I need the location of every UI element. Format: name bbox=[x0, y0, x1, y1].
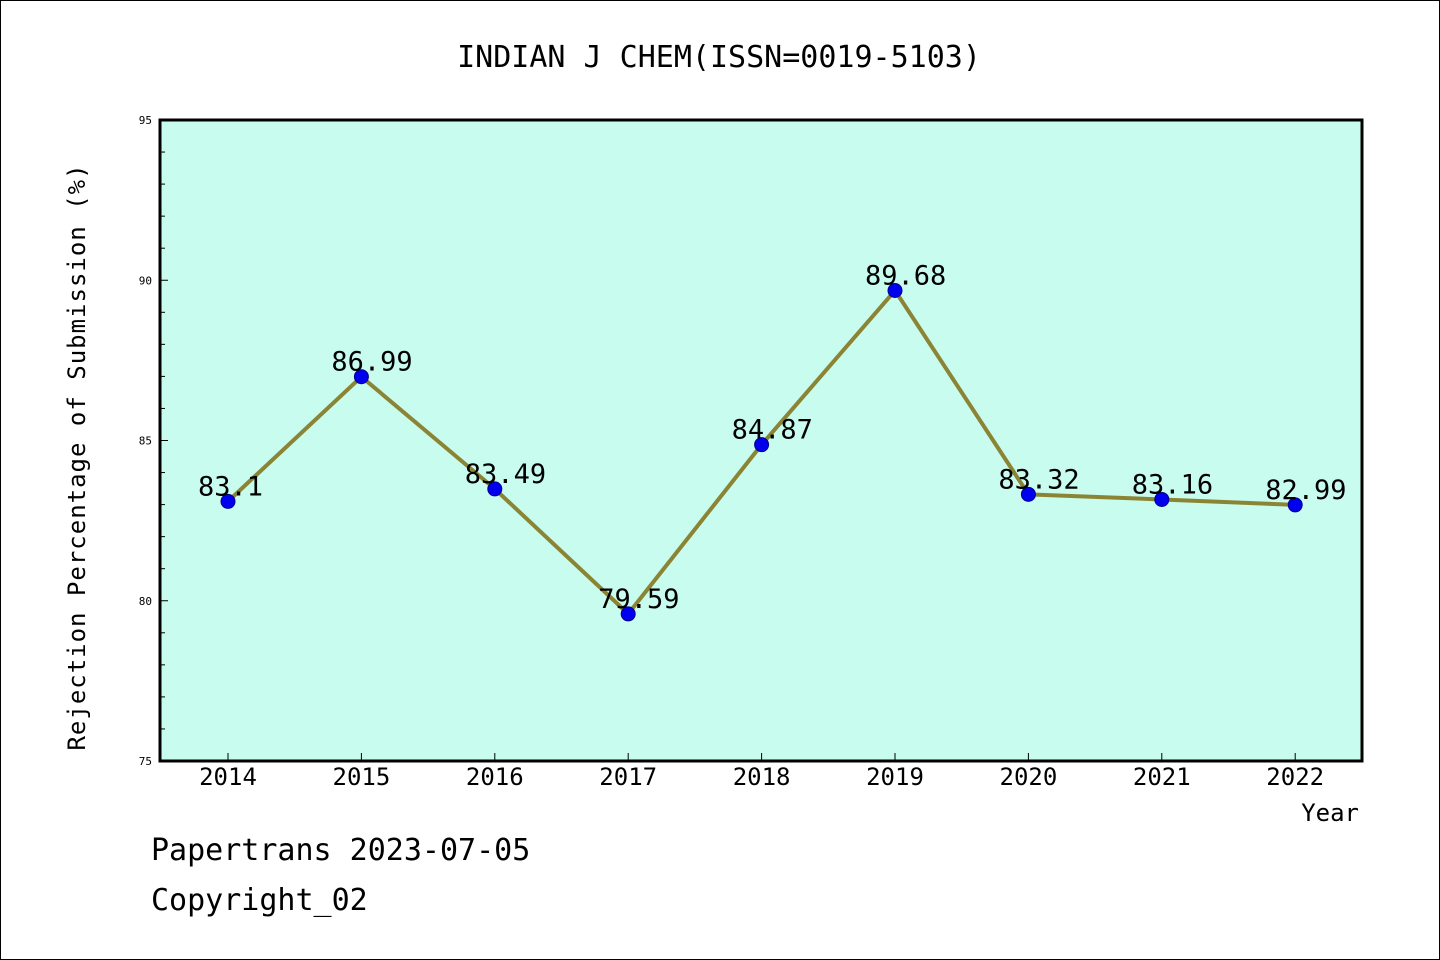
x-tick-label: 2017 bbox=[599, 763, 657, 791]
data-point-marker bbox=[887, 283, 903, 299]
data-label: 89.68 bbox=[865, 261, 946, 292]
data-point-marker bbox=[1154, 491, 1170, 507]
data-point-marker bbox=[1287, 497, 1303, 513]
y-tick-label: 95 bbox=[139, 114, 152, 127]
x-tick-label: 2019 bbox=[866, 763, 924, 791]
data-label: 83.1 bbox=[198, 471, 263, 502]
x-axis: 2014 2015 2016 2017 2018 2019 2020 2021 2022 bbox=[199, 753, 1324, 791]
data-label: 86.99 bbox=[331, 347, 412, 378]
chart-title: INDIAN J CHEM(ISSN=0019-5103) bbox=[457, 40, 981, 75]
x-tick-label: 2022 bbox=[1266, 763, 1324, 791]
x-tick-label: 2016 bbox=[466, 763, 524, 791]
data-point-marker bbox=[353, 369, 369, 385]
y-axis-label: Rejection Percentage of Submission (%) bbox=[63, 163, 91, 750]
series-markers bbox=[220, 283, 1303, 622]
x-tick-label: 2018 bbox=[733, 763, 791, 791]
x-axis-label: Year bbox=[1301, 799, 1359, 827]
data-label: 83.32 bbox=[998, 464, 1079, 495]
data-labels: 83.1 86.99 83.49 79.59 84.87 89.68 83.32 83.16 8… bbox=[198, 261, 1346, 615]
y-tick-label: 80 bbox=[139, 595, 152, 608]
data-point-marker bbox=[620, 606, 636, 622]
y-tick-label: 75 bbox=[139, 755, 152, 768]
data-label: 79.59 bbox=[598, 584, 679, 615]
y-tick-label: 85 bbox=[139, 435, 152, 448]
data-point-marker bbox=[487, 481, 503, 497]
data-point-marker bbox=[220, 493, 236, 509]
x-tick-label: 2015 bbox=[333, 763, 391, 791]
x-tick-label: 2021 bbox=[1133, 763, 1191, 791]
data-point-marker bbox=[754, 437, 770, 453]
y-axis: 75 80 85 90 95 bbox=[139, 114, 168, 768]
footer-date-line: Papertrans 2023-07-05 bbox=[151, 833, 531, 868]
data-point-marker bbox=[1020, 486, 1036, 502]
data-label: 84.87 bbox=[732, 415, 813, 446]
x-tick-label: 2020 bbox=[1000, 763, 1058, 791]
y-tick-label: 90 bbox=[139, 274, 152, 287]
data-label: 82.99 bbox=[1265, 475, 1346, 506]
x-tick-label: 2014 bbox=[199, 763, 257, 791]
data-label: 83.16 bbox=[1132, 469, 1213, 500]
data-label: 83.49 bbox=[465, 459, 546, 490]
footer-copyright-line: Copyright_02 bbox=[151, 883, 368, 918]
